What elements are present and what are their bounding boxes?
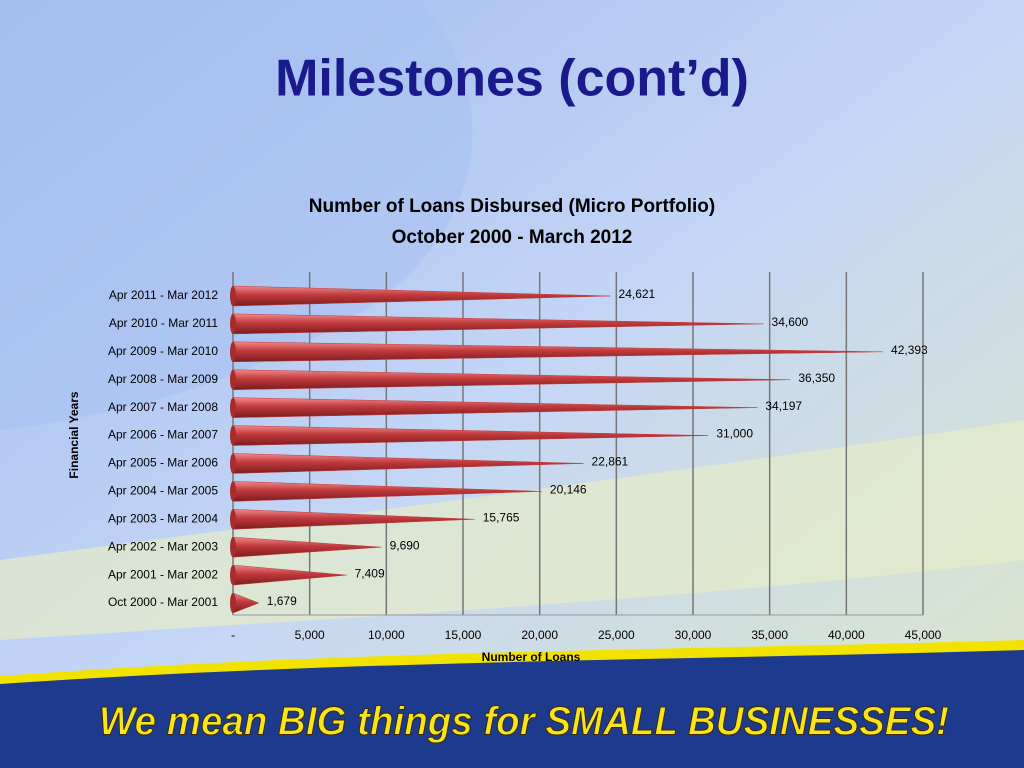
value-label: 34,600 (772, 315, 809, 329)
plot: - 5,000 10,000 15,000 20,000 25,000 30,000 35,0… (108, 272, 942, 642)
y-tick-label: Apr 2004 - Mar 2005 (108, 484, 218, 498)
chart-title: Number of Loans Disbursed (Micro Portfol… (309, 196, 715, 217)
bar-base (230, 481, 236, 502)
swoosh (0, 420, 1024, 640)
x-tick-label: 10,000 (368, 628, 405, 642)
bar-base (230, 397, 236, 418)
chart-subtitle: October 2000 - March 2012 (392, 227, 633, 248)
bar-base (230, 509, 236, 530)
x-tick-label: 40,000 (828, 628, 865, 642)
value-label: 36,350 (798, 371, 835, 385)
value-label: 20,146 (550, 483, 587, 497)
swoosh (0, 0, 473, 430)
y-tick-label: Oct 2000 - Mar 2001 (108, 595, 218, 609)
y-tick-label: Apr 2011 - Mar 2012 (109, 288, 218, 302)
x-tick-label: 15,000 (445, 628, 482, 642)
value-label: 7,409 (355, 566, 385, 580)
bar-base (230, 537, 236, 558)
value-label: 9,690 (390, 538, 420, 552)
y-tick-label: Apr 2008 - Mar 2009 (108, 372, 218, 386)
value-label: 1,679 (267, 594, 297, 608)
y-tick-label: Apr 2006 - Mar 2007 (108, 428, 218, 442)
bar-base (230, 425, 236, 446)
bar-base (230, 565, 236, 586)
x-axis-title: Number of Loans (482, 650, 581, 664)
y-tick-label: Apr 2001 - Mar 2002 (108, 567, 218, 581)
value-label: 24,621 (619, 287, 656, 301)
value-label: 31,000 (716, 427, 753, 441)
x-tick-label: 30,000 (675, 628, 712, 642)
x-tick-label: 5,000 (295, 628, 325, 642)
y-axis-title: Financial Years (67, 391, 81, 478)
y-tick-label: Apr 2002 - Mar 2003 (108, 539, 218, 553)
bar-base (230, 369, 236, 390)
bar-base (230, 453, 236, 474)
value-label: 34,197 (765, 399, 802, 413)
slide-title: Milestones (cont’d) (275, 50, 749, 108)
bar-base (230, 341, 236, 362)
y-tick-label: Apr 2010 - Mar 2011 (109, 316, 218, 330)
x-tick-label: 35,000 (751, 628, 788, 642)
banner (0, 650, 1024, 768)
x-tick-label: 20,000 (521, 628, 558, 642)
y-tick-label: Apr 2005 - Mar 2006 (108, 456, 218, 470)
value-label: 15,765 (483, 510, 520, 524)
value-label: 42,393 (891, 343, 928, 357)
y-tick-label: Apr 2009 - Mar 2010 (108, 344, 218, 358)
value-label: 22,861 (592, 455, 629, 469)
slogan: We mean BIG things for SMALL BUSINESSES! (99, 700, 949, 744)
x-tick-label: 45,000 (905, 628, 942, 642)
y-tick-label: Apr 2007 - Mar 2008 (108, 400, 218, 414)
x-tick-label: 25,000 (598, 628, 635, 642)
bar-base (230, 286, 236, 306)
bar-base (230, 593, 236, 613)
y-tick-label: Apr 2003 - Mar 2004 (108, 511, 218, 525)
x-tick-label: - (231, 628, 235, 642)
bar-base (230, 313, 236, 334)
